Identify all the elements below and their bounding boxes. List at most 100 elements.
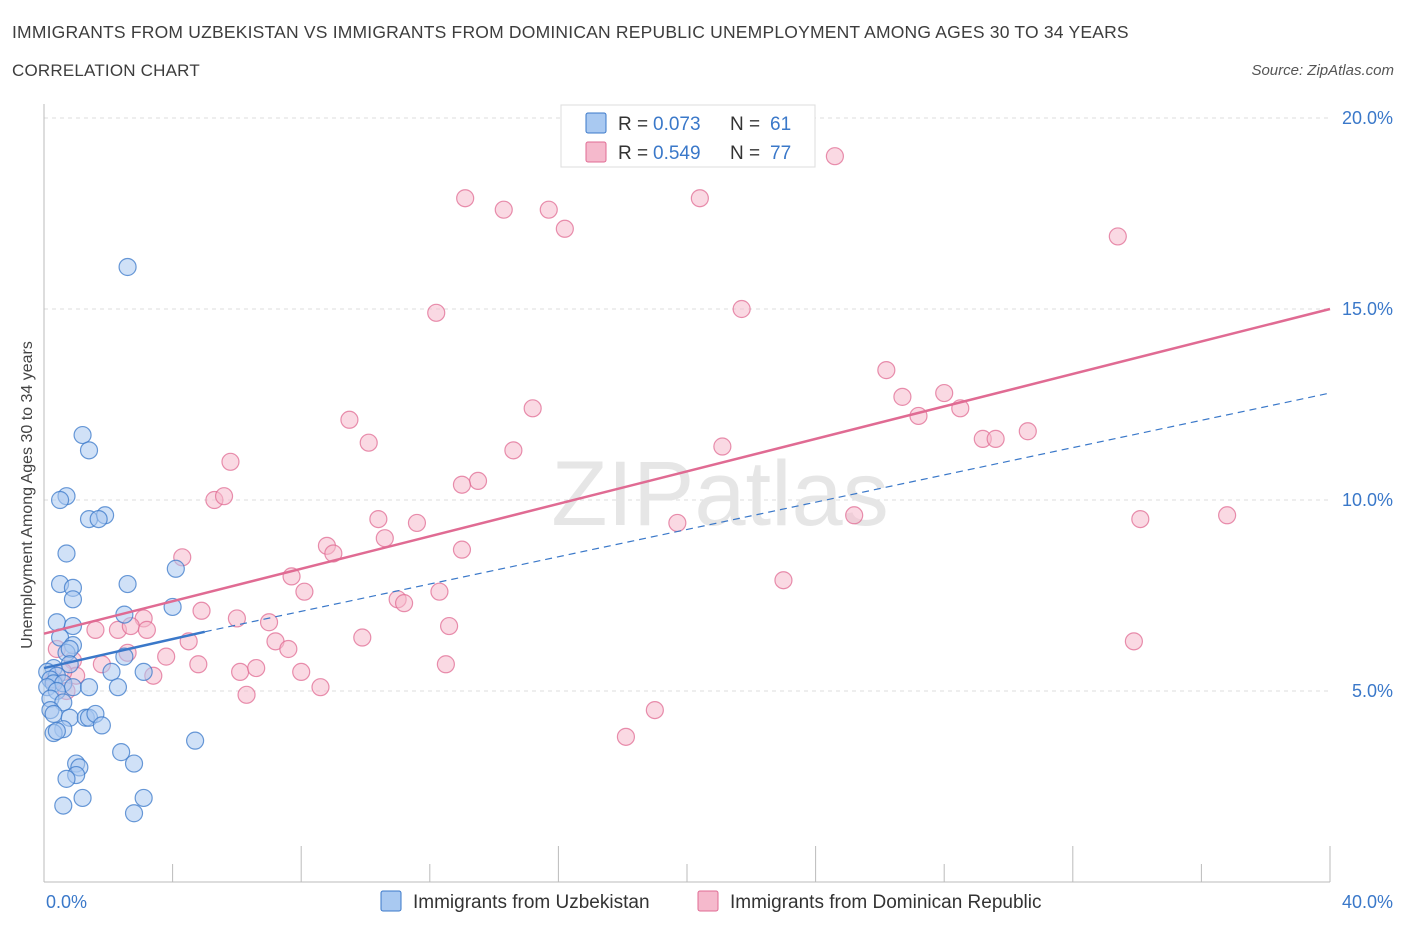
data-point xyxy=(1124,632,1143,651)
data-point xyxy=(427,303,446,322)
data-point xyxy=(713,437,732,456)
data-point xyxy=(504,441,523,460)
data-point xyxy=(1218,506,1237,525)
data-point xyxy=(732,299,751,319)
data-point xyxy=(214,487,234,506)
data-point xyxy=(539,200,558,219)
data-point xyxy=(79,678,99,697)
y-tick-label: 5.0% xyxy=(1352,681,1393,701)
data-point xyxy=(292,662,311,682)
data-point xyxy=(60,639,79,659)
data-point xyxy=(439,616,459,636)
data-point xyxy=(57,769,76,788)
legend-n-label: N = xyxy=(730,143,760,164)
legend-swatch-dominican-republic xyxy=(585,141,607,163)
data-point xyxy=(394,594,414,613)
data-point xyxy=(468,471,488,490)
series-uzbekistan xyxy=(38,257,205,823)
data-point xyxy=(47,722,66,741)
data-point xyxy=(102,662,121,682)
data-point xyxy=(1131,509,1150,529)
data-point xyxy=(375,529,394,548)
watermark: ZIPatlas xyxy=(551,443,888,545)
data-point xyxy=(221,452,240,471)
data-point xyxy=(237,685,256,704)
y-tick-label: 10.0% xyxy=(1342,490,1393,510)
legend-n-value: 61 xyxy=(770,114,791,135)
data-point xyxy=(452,475,472,494)
grid-lines xyxy=(44,117,1330,692)
data-point xyxy=(115,647,134,666)
data-point xyxy=(494,200,513,219)
y-axis-title: Unemployment Among Ages 30 to 34 years xyxy=(19,341,36,649)
chart-subtitle: CORRELATION CHART xyxy=(12,61,200,80)
data-point xyxy=(73,425,92,445)
data-point xyxy=(247,658,266,678)
legend-r-label: R = xyxy=(618,114,648,135)
data-point xyxy=(555,219,574,238)
data-point xyxy=(124,804,144,823)
legend-n-value: 77 xyxy=(770,143,791,164)
data-point xyxy=(986,429,1005,448)
chart-title: IMMIGRANTS FROM UZBEKISTAN VS IMMIGRANTS… xyxy=(12,22,1129,42)
axes xyxy=(43,104,1331,883)
data-point xyxy=(324,544,343,563)
data-point xyxy=(774,571,793,590)
data-point xyxy=(166,559,185,578)
data-point xyxy=(86,620,105,639)
data-point xyxy=(134,788,153,808)
data-point xyxy=(79,441,99,460)
legend-swatch-dominican-republic xyxy=(697,890,719,912)
data-point xyxy=(523,399,542,418)
data-point xyxy=(227,609,246,628)
legend-r-value: 0.073 xyxy=(653,114,701,135)
trend-line-uzbekistan xyxy=(43,630,206,670)
data-point xyxy=(430,582,449,601)
data-point xyxy=(369,509,388,529)
data-point xyxy=(186,731,205,750)
data-point xyxy=(73,788,92,808)
legend-series-label: Immigrants from Uzbekistan xyxy=(413,892,650,913)
trend-line-dominican-republic xyxy=(43,307,1331,635)
data-point xyxy=(108,678,128,697)
y-tick-label: 15.0% xyxy=(1342,299,1393,319)
legend-r-label: R = xyxy=(618,143,648,164)
data-point xyxy=(616,727,636,746)
x-tick-label: 0.0% xyxy=(46,892,87,912)
data-point xyxy=(690,189,709,208)
data-point xyxy=(935,383,954,403)
data-point xyxy=(877,361,896,380)
data-point xyxy=(825,147,844,166)
data-point xyxy=(436,655,455,674)
legend-series: Immigrants from Uzbekistan Immigrants fro… xyxy=(380,890,1042,913)
data-point xyxy=(134,662,153,682)
data-point xyxy=(456,189,475,208)
legend-swatch-uzbekistan xyxy=(585,112,607,134)
data-point xyxy=(112,743,131,762)
data-point xyxy=(157,647,176,666)
data-point xyxy=(192,601,211,620)
data-point xyxy=(63,590,83,609)
data-point xyxy=(279,639,298,659)
data-point xyxy=(189,655,208,674)
data-point xyxy=(295,582,314,601)
legend-swatch-uzbekistan xyxy=(380,890,402,912)
data-point xyxy=(353,628,372,647)
data-point xyxy=(50,490,70,510)
data-point xyxy=(452,540,472,559)
data-point xyxy=(359,433,378,452)
series-layer xyxy=(38,147,1237,823)
x-tick-label: 40.0% xyxy=(1342,892,1393,912)
data-point xyxy=(118,257,137,277)
data-point xyxy=(92,716,111,735)
data-point xyxy=(311,678,330,697)
legend-series-label: Immigrants from Dominican Republic xyxy=(730,892,1042,913)
x-tick-labels: 0.0% 40.0% xyxy=(46,892,1393,912)
legend-n-label: N = xyxy=(730,114,760,135)
data-point xyxy=(668,513,687,533)
y-tick-label: 20.0% xyxy=(1342,108,1393,128)
data-point xyxy=(54,796,73,815)
data-point xyxy=(57,544,76,563)
data-point xyxy=(645,700,664,720)
